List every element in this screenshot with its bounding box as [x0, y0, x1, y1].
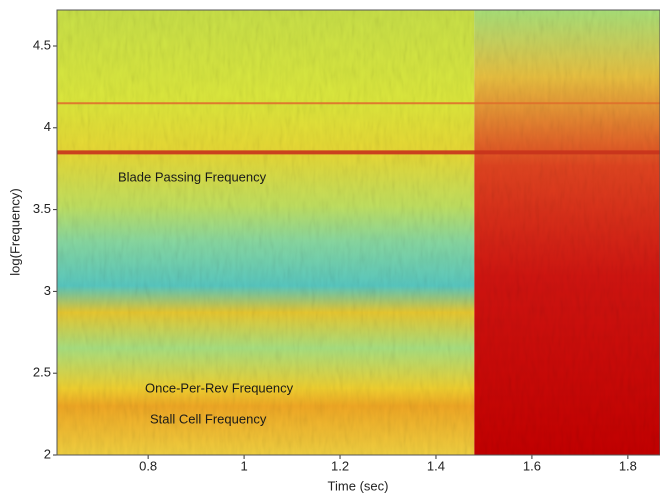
x-tick-label: 1.8 [619, 458, 637, 473]
y-tick-label: 2 [44, 446, 51, 461]
x-tick-label: 1.2 [331, 458, 349, 473]
x-tick-label: 0.8 [139, 458, 157, 473]
x-tick-label: 1.6 [523, 458, 541, 473]
texture [57, 10, 660, 455]
y-tick-label: 4.5 [33, 37, 51, 52]
annotation: Blade Passing Frequency [118, 169, 267, 184]
y-tick-label: 3 [44, 283, 51, 298]
x-tick-label: 1.4 [427, 458, 445, 473]
plot-frame [56, 9, 660, 456]
x-axis-label: Time (sec) [328, 478, 389, 493]
annotation: Stall Cell Frequency [150, 411, 267, 426]
x-tick-label: 1 [240, 458, 247, 473]
y-axis-label: log(Frequency) [7, 188, 22, 275]
annotation: Once-Per-Rev Frequency [145, 380, 294, 395]
y-tick-label: 4 [44, 119, 51, 134]
y-tick-label: 2.5 [33, 365, 51, 380]
y-tick-label: 3.5 [33, 201, 51, 216]
